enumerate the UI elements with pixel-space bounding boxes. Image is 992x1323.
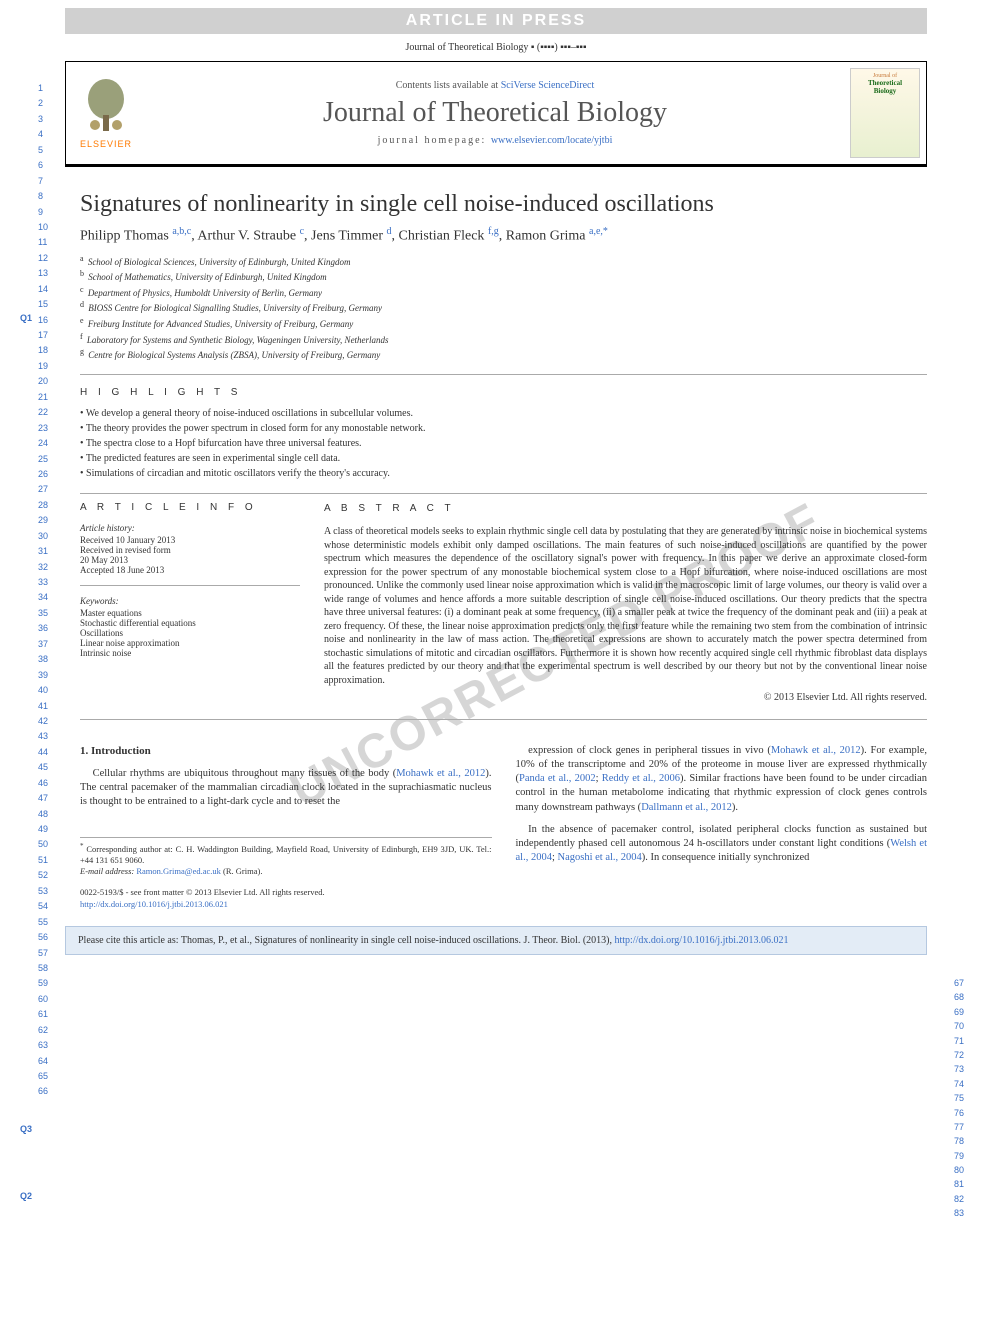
- journal-header-box: ELSEVIER Contents lists available at Sci…: [65, 61, 927, 167]
- keyword-item: Oscillations: [80, 628, 300, 638]
- elsevier-label: ELSEVIER: [80, 139, 132, 149]
- affiliation-item: d BIOSS Centre for Biological Signalling…: [80, 299, 927, 315]
- homepage-link[interactable]: www.elsevier.com/locate/yjtbi: [491, 135, 613, 146]
- keyword-item: Linear noise approximation: [80, 638, 300, 648]
- elsevier-logo: ELSEVIER: [66, 62, 146, 164]
- intro-paragraph-1: Cellular rhythms are ubiquitous througho…: [80, 767, 492, 810]
- citation-box: Please cite this article as: Thomas, P.,…: [65, 926, 927, 955]
- highlight-item: We develop a general theory of noise-ind…: [80, 406, 927, 421]
- author-list: Philipp Thomas a,b,c, Arthur V. Straube …: [80, 226, 927, 245]
- received-date: Received 10 January 2013: [80, 535, 300, 545]
- divider: [80, 493, 927, 494]
- journal-cover-thumbnail: Journal of Theoretical Biology: [850, 68, 920, 158]
- affiliation-item: f Laboratory for Systems and Synthetic B…: [80, 331, 927, 347]
- highlights-label: H I G H L I G H T S: [80, 387, 927, 398]
- highlight-item: The theory provides the power spectrum i…: [80, 421, 927, 436]
- ref-link[interactable]: Mohawk et al., 2012: [771, 745, 861, 756]
- elsevier-tree-icon: [81, 77, 131, 137]
- accepted-date: Accepted 18 June 2013: [80, 565, 300, 575]
- affiliation-item: a School of Biological Sciences, Univers…: [80, 253, 927, 269]
- homepage-line: journal homepage: www.elsevier.com/locat…: [146, 135, 844, 146]
- ref-link[interactable]: Reddy et al., 2006: [602, 773, 680, 784]
- affiliation-item: e Freiburg Institute for Advanced Studie…: [80, 315, 927, 331]
- contents-available-line: Contents lists available at SciVerse Sci…: [146, 80, 844, 91]
- article-info-label: A R T I C L E I N F O: [80, 502, 300, 513]
- highlight-item: The spectra close to a Hopf bifurcation …: [80, 436, 927, 451]
- keyword-item: Stochastic differential equations: [80, 618, 300, 628]
- abstract-text: A class of theoretical models seeks to e…: [324, 525, 927, 687]
- divider: [80, 719, 927, 720]
- affiliation-list: a School of Biological Sciences, Univers…: [80, 253, 927, 362]
- keyword-item: Intrinsic noise: [80, 648, 300, 658]
- abstract-label: A B S T R A C T: [324, 502, 927, 516]
- issn-block: 0022-5193/$ - see front matter © 2013 El…: [80, 887, 492, 910]
- divider: [80, 374, 927, 375]
- citation-doi-link[interactable]: http://dx.doi.org/10.1016/j.jtbi.2013.06…: [614, 935, 788, 946]
- keywords-heading: Keywords:: [80, 596, 300, 606]
- ref-link[interactable]: Panda et al., 2002: [519, 773, 596, 784]
- body-left-column: 1. Introduction Cellular rhythms are ubi…: [80, 744, 492, 910]
- proof-query-marker: Q2: [20, 1191, 32, 1201]
- line-numbers-right: 6768697071727374757677787980818283: [954, 978, 964, 1223]
- intro-paragraph-3: In the absence of pacemaker control, iso…: [516, 823, 928, 866]
- article-in-press-banner: ARTICLE IN PRESS: [65, 8, 927, 34]
- body-two-column: 1. Introduction Cellular rhythms are ubi…: [80, 744, 927, 910]
- abstract-column: A B S T R A C T A class of theoretical m…: [324, 502, 927, 705]
- keyword-item: Master equations: [80, 608, 300, 618]
- corresponding-author: Corresponding author at: C. H. Waddingto…: [80, 844, 492, 865]
- article-info-column: A R T I C L E I N F O Article history: R…: [80, 502, 300, 705]
- affiliation-item: g Centre for Biological Systems Analysis…: [80, 346, 927, 362]
- affiliation-item: c Department of Physics, Humboldt Univer…: [80, 284, 927, 300]
- highlights-list: We develop a general theory of noise-ind…: [80, 406, 927, 481]
- doi-link[interactable]: http://dx.doi.org/10.1016/j.jtbi.2013.06…: [80, 899, 228, 909]
- highlight-item: Simulations of circadian and mitotic osc…: [80, 466, 927, 481]
- intro-paragraph-2: expression of clock genes in peripheral …: [516, 744, 928, 815]
- article-title: Signatures of nonlinearity in single cel…: [80, 191, 927, 218]
- keywords-list: Master equationsStochastic differential …: [80, 608, 300, 658]
- footnotes-block: * Corresponding author at: C. H. Wadding…: [80, 837, 492, 877]
- email-link[interactable]: Ramon.Grima@ed.ac.uk: [136, 866, 221, 876]
- highlight-item: The predicted features are seen in exper…: [80, 451, 927, 466]
- journal-name: Journal of Theoretical Biology: [146, 97, 844, 129]
- section-1-heading: 1. Introduction: [80, 744, 492, 759]
- issn-front-matter: 0022-5193/$ - see front matter © 2013 El…: [80, 887, 492, 898]
- sciencedirect-link[interactable]: SciVerse ScienceDirect: [501, 80, 595, 91]
- affiliation-item: b School of Mathematics, University of E…: [80, 268, 927, 284]
- revised-line1: Received in revised form: [80, 545, 300, 555]
- copyright-line: © 2013 Elsevier Ltd. All rights reserved…: [324, 691, 927, 705]
- header-center: Contents lists available at SciVerse Sci…: [146, 62, 844, 164]
- ref-link[interactable]: Mohawk et al., 2012: [396, 768, 485, 779]
- revised-line2: 20 May 2013: [80, 555, 300, 565]
- history-heading: Article history:: [80, 523, 300, 533]
- body-right-column: expression of clock genes in peripheral …: [516, 744, 928, 910]
- ref-link[interactable]: Dallmann et al., 2012: [641, 802, 732, 813]
- proof-query-marker: Q3: [20, 1124, 32, 1134]
- journal-meta-line: Journal of Theoretical Biology ▪ (▪▪▪▪) …: [20, 42, 972, 53]
- ref-link[interactable]: Nagoshi et al., 2004: [558, 852, 642, 863]
